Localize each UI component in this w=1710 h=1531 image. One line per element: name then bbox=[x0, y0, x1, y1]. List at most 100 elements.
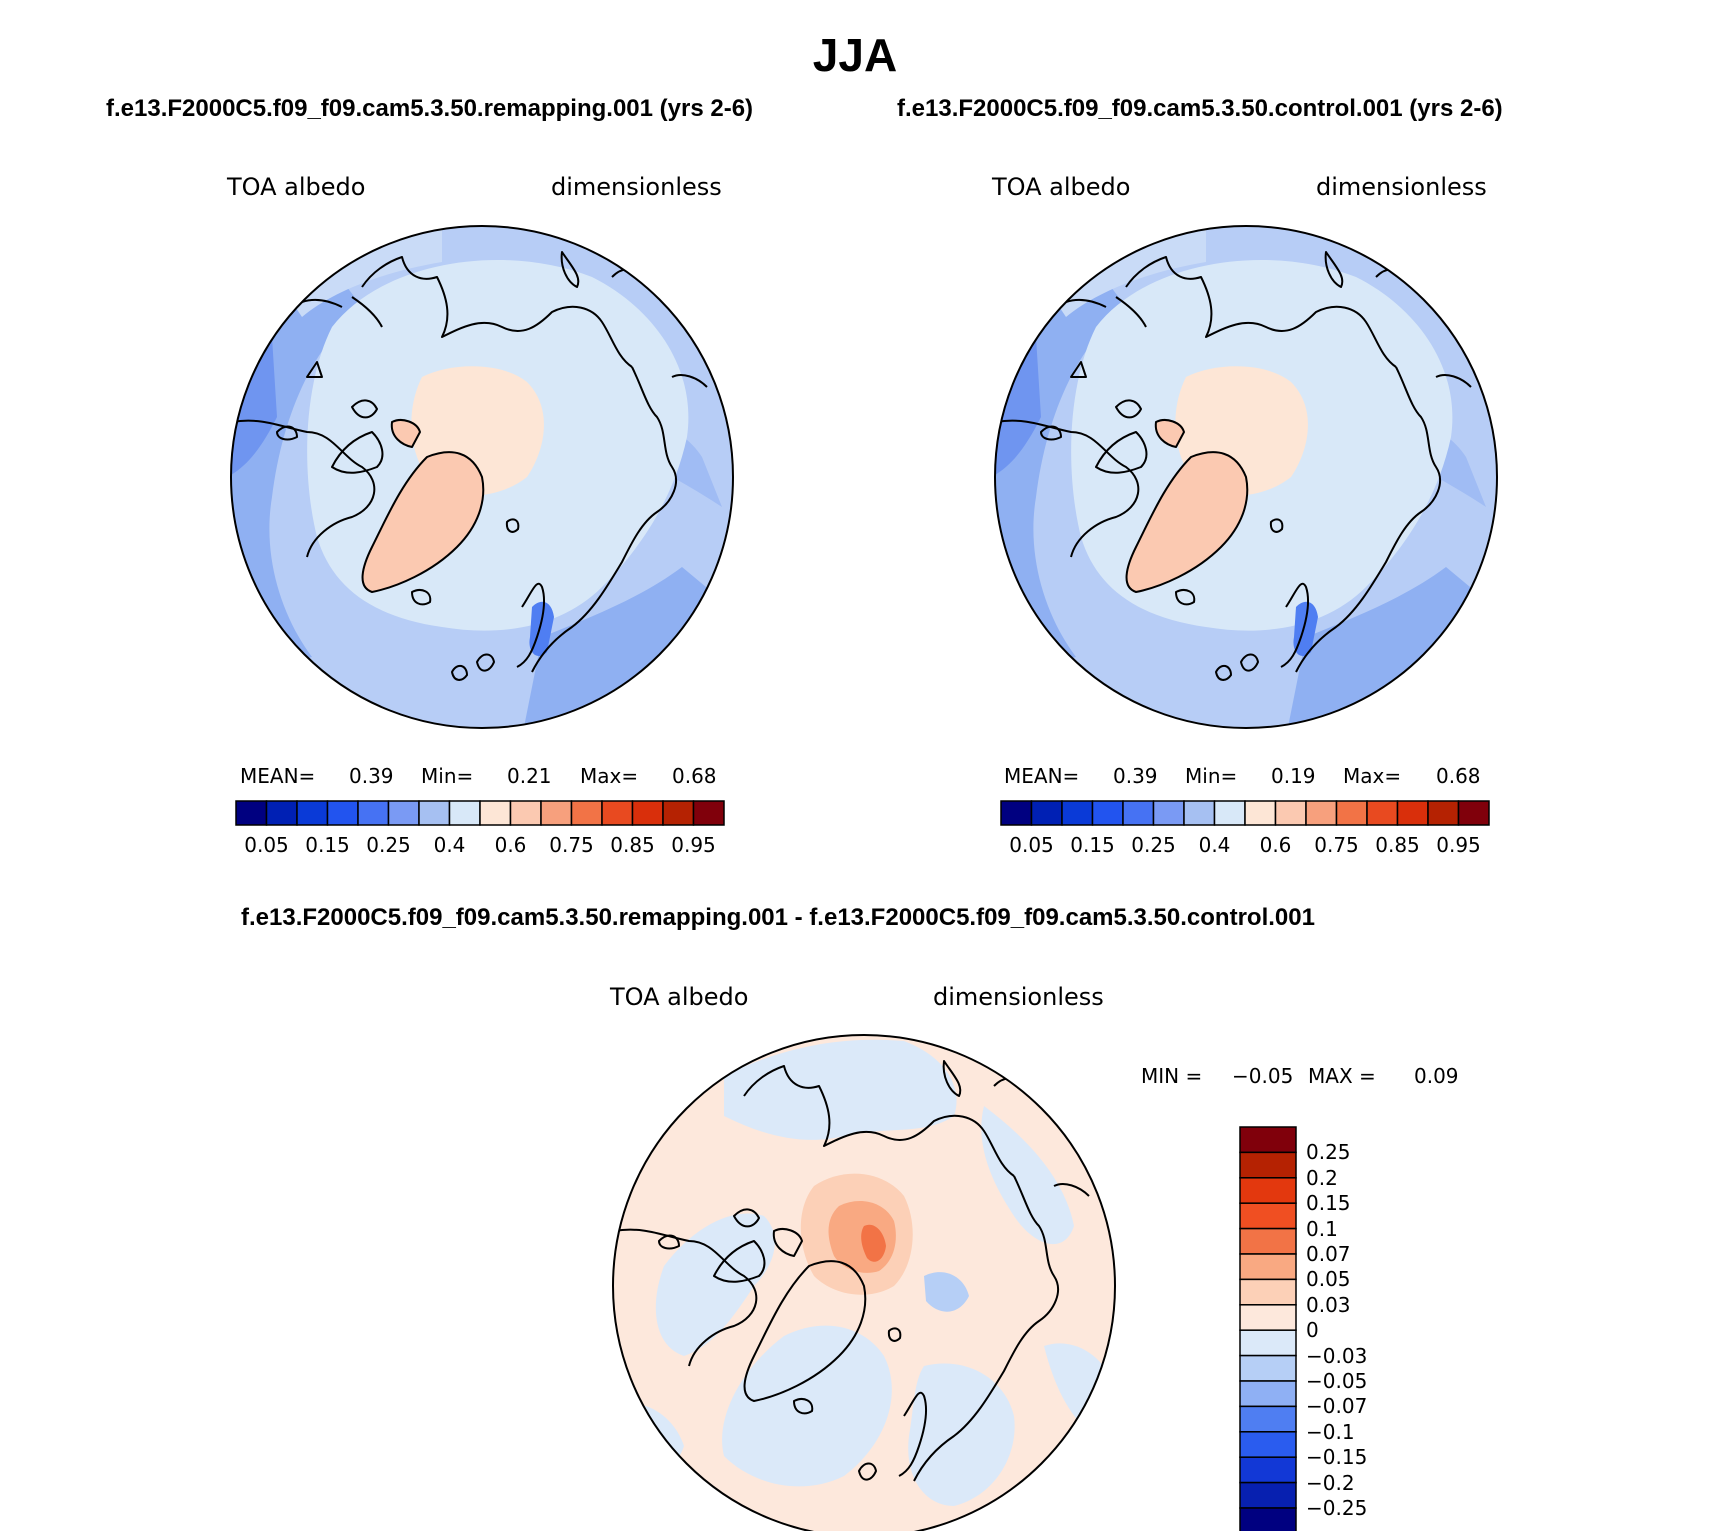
colorbar-swatch bbox=[1239, 1126, 1297, 1154]
colorbar-swatch bbox=[692, 800, 725, 826]
colorbar-swatch bbox=[265, 800, 298, 826]
diff-map bbox=[612, 1034, 1116, 1531]
colorbar-swatch bbox=[1396, 800, 1429, 826]
colorbar-tick-label: −0.25 bbox=[1306, 1496, 1368, 1520]
colorbar-tick-label: 0.85 bbox=[610, 833, 655, 857]
panel-2-max-label: Max= bbox=[1343, 764, 1402, 788]
colorbar-swatch bbox=[1239, 1329, 1297, 1357]
panel-1-min-label: Min= bbox=[421, 764, 474, 788]
colorbar-swatch bbox=[357, 800, 390, 826]
colorbar-swatch bbox=[1239, 1431, 1297, 1458]
colorbar-swatch bbox=[1030, 800, 1063, 826]
panel-2-mean-label: MEAN= bbox=[1004, 764, 1080, 788]
colorbar-tick-label: 0.25 bbox=[366, 833, 411, 857]
panel-2-colorbar bbox=[1000, 800, 1490, 826]
colorbar-swatch bbox=[540, 800, 573, 826]
colorbar-tick-label: 0.4 bbox=[1198, 833, 1231, 857]
colorbar-tick-label: −0.07 bbox=[1306, 1394, 1368, 1419]
colorbar-swatch bbox=[1061, 800, 1094, 826]
colorbar-swatch bbox=[235, 800, 268, 826]
colorbar-swatch bbox=[1274, 800, 1307, 826]
colorbar-swatch bbox=[1239, 1481, 1297, 1509]
colorbar-swatch bbox=[570, 800, 603, 826]
colorbar-tick-label: 0.6 bbox=[494, 833, 527, 857]
figure-title: JJA bbox=[812, 29, 898, 81]
colorbar-swatch bbox=[631, 800, 664, 826]
colorbar-tick-label: 0.07 bbox=[1306, 1242, 1351, 1266]
colorbar-tick-label: 0.75 bbox=[549, 833, 594, 857]
colorbar-tick-label: 0.95 bbox=[671, 833, 716, 857]
colorbar-tick-label: 0.05 bbox=[1009, 833, 1054, 857]
colorbar-swatch bbox=[1239, 1202, 1297, 1230]
colorbar-swatch bbox=[662, 800, 695, 826]
panel-1-min-value: 0.21 bbox=[507, 764, 552, 788]
colorbar-swatch bbox=[387, 800, 420, 826]
panel-1-max-value: 0.68 bbox=[672, 764, 717, 788]
diff-panel-variable-label: TOA albedo bbox=[610, 983, 749, 1011]
colorbar-tick-label: 0.4 bbox=[433, 833, 466, 857]
colorbar-tick-label: 0.15 bbox=[1306, 1191, 1351, 1216]
colorbar-swatch bbox=[1239, 1151, 1297, 1179]
colorbar-swatch bbox=[1457, 800, 1490, 826]
diff-panel-title: f.e13.F2000C5.f09_f09.cam5.3.50.remappin… bbox=[241, 904, 1315, 931]
panel-2-mean-value: 0.39 bbox=[1113, 764, 1158, 788]
colorbar-tick-label: −0.03 bbox=[1306, 1343, 1368, 1368]
colorbar-swatch bbox=[1305, 800, 1338, 826]
colorbar-tick-label: −0.2 bbox=[1306, 1470, 1355, 1495]
panel-2-min-label: Min= bbox=[1185, 764, 1238, 788]
diff-max-value: 0.09 bbox=[1414, 1064, 1459, 1088]
colorbar-swatch bbox=[1239, 1405, 1297, 1433]
colorbar-tick-label: 0.95 bbox=[1436, 833, 1481, 857]
colorbar-swatch bbox=[1239, 1380, 1297, 1408]
colorbar-tick-label: 0.15 bbox=[1070, 833, 1115, 857]
colorbar-tick-label: 0.05 bbox=[1306, 1267, 1351, 1292]
panel-1-variable-label: TOA albedo bbox=[227, 173, 366, 201]
colorbar-swatch bbox=[1183, 800, 1216, 826]
colorbar-tick-label: 0.15 bbox=[305, 833, 350, 857]
colorbar-tick-label: 0.05 bbox=[244, 833, 289, 857]
colorbar-tick-label: 0 bbox=[1306, 1318, 1319, 1343]
colorbar-tick-label: 0.2 bbox=[1306, 1165, 1338, 1190]
panel-1-mean-label: MEAN= bbox=[240, 764, 316, 788]
colorbar-tick-label: 0.03 bbox=[1306, 1292, 1351, 1317]
colorbar-swatch bbox=[448, 800, 481, 826]
panel-2-max-value: 0.68 bbox=[1436, 764, 1481, 788]
colorbar-swatch bbox=[601, 800, 634, 826]
colorbar-swatch bbox=[509, 800, 542, 826]
colorbar-tick-label: −0.05 bbox=[1306, 1369, 1368, 1393]
panel-2-map bbox=[994, 225, 1498, 729]
colorbar-swatch bbox=[1335, 800, 1368, 826]
colorbar-tick-label: 0.25 bbox=[1131, 833, 1176, 857]
colorbar-tick-label: −0.1 bbox=[1306, 1419, 1355, 1444]
colorbar-swatch bbox=[296, 800, 329, 826]
colorbar-swatch bbox=[1239, 1354, 1297, 1382]
colorbar-swatch bbox=[1239, 1304, 1297, 1331]
diff-max-label: MAX = bbox=[1308, 1064, 1376, 1088]
diff-colorbar bbox=[1239, 1126, 1297, 1531]
colorbar-swatch bbox=[1239, 1253, 1297, 1281]
colorbar-swatch bbox=[1152, 800, 1185, 826]
colorbar-swatch bbox=[326, 800, 359, 826]
diff-panel-units-label: dimensionless bbox=[933, 983, 1104, 1011]
colorbar-tick-label: 0.75 bbox=[1314, 833, 1359, 857]
colorbar-swatch bbox=[1239, 1227, 1297, 1255]
colorbar-swatch bbox=[1239, 1278, 1297, 1306]
panel-2-case-title: f.e13.F2000C5.f09_f09.cam5.3.50.control.… bbox=[897, 95, 1503, 122]
colorbar-swatch bbox=[1091, 800, 1124, 826]
colorbar-swatch bbox=[1366, 800, 1399, 826]
diff-min-value: −0.05 bbox=[1232, 1064, 1294, 1088]
colorbar-swatch bbox=[1122, 800, 1155, 826]
colorbar-tick-label: 0.6 bbox=[1259, 833, 1292, 857]
panel-1-colorbar bbox=[235, 800, 725, 826]
colorbar-swatch bbox=[479, 800, 512, 826]
colorbar-tick-label: 0.1 bbox=[1306, 1216, 1338, 1241]
colorbar-tick-label: 0.25 bbox=[1306, 1140, 1351, 1165]
diff-min-label: MIN = bbox=[1141, 1064, 1203, 1088]
panel-1-max-label: Max= bbox=[580, 764, 639, 788]
panel-1-case-title: f.e13.F2000C5.f09_f09.cam5.3.50.remappin… bbox=[106, 95, 754, 122]
colorbar-swatch bbox=[1239, 1177, 1297, 1204]
panel-2-variable-label: TOA albedo bbox=[992, 173, 1131, 201]
panel-2-units-label: dimensionless bbox=[1316, 173, 1487, 201]
colorbar-tick-label: −0.15 bbox=[1306, 1445, 1368, 1470]
